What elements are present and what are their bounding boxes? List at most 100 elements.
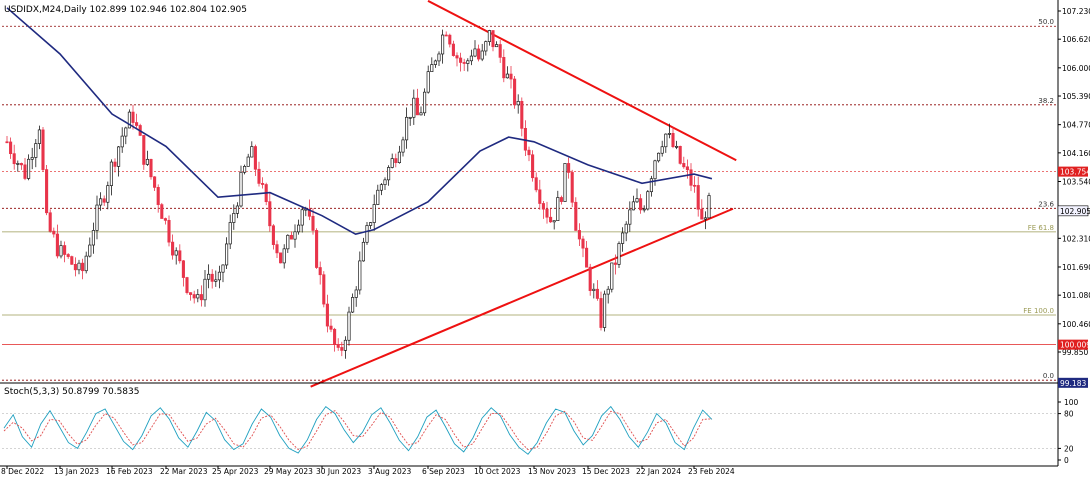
candle-body [23,164,27,179]
candle-body [55,233,59,257]
candle-body [95,204,99,231]
candle-body [45,169,49,214]
candle-body [639,198,643,211]
candle-body [145,158,149,165]
candle-body [88,244,92,257]
candle-body [142,135,146,165]
time-tick-label: 13 Jan 2023 [54,467,99,476]
candle-body [271,225,275,245]
candle-body [678,145,682,164]
time-tick-label: 13 Nov 2023 [528,467,576,476]
candle-body [77,262,81,271]
level-label: 23.6 [1038,200,1054,208]
price-badge [1058,166,1088,177]
candle-body [401,139,405,153]
candle-body [556,197,560,221]
candle-body [41,129,45,170]
candle-body [358,260,362,291]
candle-body [113,161,117,167]
candle-body [322,274,326,305]
candle-body [660,146,664,154]
candle-body [228,222,232,245]
candle-body [109,161,113,186]
candle-body [210,273,214,282]
candle-body [505,73,509,79]
price-badge-label: 103.754 [1060,168,1090,177]
candle-body [415,97,419,116]
candle-body [707,195,711,219]
candle-body [682,163,686,168]
candle-body [99,198,103,206]
candle-body [448,34,452,45]
candle-body [444,34,448,37]
candle-body [495,44,499,48]
candle-body [153,176,157,188]
candle-body [599,298,603,328]
candle-body [621,232,625,244]
candle-body [635,198,639,203]
candle-body [192,294,196,299]
candle-body [361,241,365,262]
candle-body [297,224,301,233]
level-label: 0.0 [1043,372,1054,380]
candle-body [325,303,329,327]
price-tick-label: 99.850 [1062,348,1088,357]
candle-body [307,208,311,217]
candle-body [207,273,211,280]
price-tick-label: 106.620 [1062,35,1090,44]
candles [5,29,711,359]
candle-body [426,71,430,93]
price-tick-label: 101.080 [1062,291,1090,300]
time-tick-label: 3 Aug 2023 [368,467,411,476]
stoch-tick-label: 80 [1064,410,1074,419]
candle-body [595,288,599,299]
candle-body [149,158,153,178]
candle-body [549,216,553,223]
candle-body [246,156,250,167]
candle-body [570,172,574,203]
symbol-info: USDIDX,M24,Daily 102.899 102.946 102.804… [4,5,247,15]
candle-body [390,158,394,168]
candle-body [433,60,437,65]
candle-body [102,198,106,203]
candle-body [613,262,617,265]
candle-body [491,30,495,48]
candle-body [516,101,520,106]
time-tick-label: 23 Feb 2024 [688,467,735,476]
candle-body [225,243,229,266]
candle-body [70,256,74,265]
level-label: 50.0 [1038,18,1054,26]
candle-body [419,112,423,116]
level-label: FE 61.8 [1028,224,1054,232]
price-tick-label: 104.160 [1062,149,1090,158]
candle-body [282,248,286,264]
candle-body [657,152,661,162]
candle-body [12,153,16,165]
candle-body [376,189,380,205]
candle-body [405,116,409,141]
candle-body [563,163,567,202]
candle-body [261,183,265,185]
candle-body [451,43,455,56]
stoch-tick-label: 20 [1064,444,1074,453]
candle-body [588,266,592,291]
candle-body [603,293,607,328]
candle-body [163,218,167,221]
candle-body [437,53,441,62]
price-tick-label: 107.230 [1062,7,1090,16]
candle-body [16,163,20,165]
time-tick-label: 29 May 2023 [264,467,313,476]
price-badge [1057,205,1089,217]
candle-body [538,189,542,204]
candle-body [232,213,236,223]
candle-body [430,64,434,73]
time-tick-label: 15 Dec 2023 [582,467,630,476]
candle-body [509,73,513,80]
level-label: 38.2 [1038,97,1054,105]
candle-body [257,168,261,184]
candle-body [498,44,502,58]
candle-body [567,163,571,173]
